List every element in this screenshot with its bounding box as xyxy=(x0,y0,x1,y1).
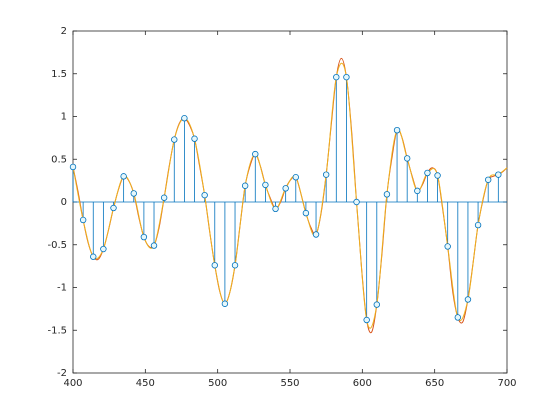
y-tick-label: -1 xyxy=(57,283,67,294)
x-tick-label: 400 xyxy=(63,378,82,389)
stem-marker xyxy=(201,191,208,199)
stem-marker xyxy=(474,221,482,229)
stem-marker xyxy=(403,155,411,162)
stem-marker xyxy=(333,73,340,81)
stem-marker xyxy=(414,187,421,195)
stem-marker xyxy=(454,314,462,321)
stem-marker xyxy=(322,171,330,178)
y-tick-label: 0 xyxy=(61,197,67,208)
stem-marker xyxy=(343,73,350,81)
stem-marker xyxy=(272,205,279,213)
stem-marker xyxy=(363,316,370,324)
stem-marker xyxy=(191,135,198,142)
stem-marker xyxy=(221,300,229,307)
stem-marker xyxy=(100,245,107,253)
y-tick-label: -2 xyxy=(57,368,67,379)
stem-marker xyxy=(69,163,77,171)
stem-marker xyxy=(160,194,168,201)
stem-marker xyxy=(312,231,320,238)
stem-marker xyxy=(292,174,299,181)
stem-marker xyxy=(383,191,391,198)
stem-marker xyxy=(231,262,239,269)
y-tick-label: 1 xyxy=(61,112,67,123)
y-tick-label: 0.5 xyxy=(51,154,67,165)
stem-marker xyxy=(140,233,148,241)
stem-marker xyxy=(464,296,472,303)
x-tick-label: 450 xyxy=(136,378,155,389)
x-tick-label: 700 xyxy=(497,378,516,389)
y-tick-label: -1.5 xyxy=(47,325,67,336)
stem-marker xyxy=(424,169,431,177)
stem-marker xyxy=(241,182,249,189)
stem-marker xyxy=(353,198,360,206)
y-tick-label: 1.5 xyxy=(51,69,67,80)
stem-marker xyxy=(171,136,178,143)
stem-marker xyxy=(282,185,289,192)
x-tick-label: 500 xyxy=(208,378,227,389)
stem-marker xyxy=(434,172,441,179)
stem-marker xyxy=(90,253,97,260)
stem-marker xyxy=(110,204,117,212)
stem-marker xyxy=(130,190,137,197)
stem-marker xyxy=(120,173,127,180)
stem-marker xyxy=(484,176,492,183)
y-tick-label: 2 xyxy=(61,26,67,37)
x-tick-label: 650 xyxy=(425,378,444,389)
stem-marker xyxy=(181,115,188,122)
stem-marker xyxy=(79,216,87,224)
stem-marker xyxy=(373,301,380,308)
y-tick-label: -0.5 xyxy=(47,240,67,251)
stem-marker xyxy=(262,181,269,189)
stem-marker xyxy=(393,126,401,134)
x-tick-label: 600 xyxy=(353,378,372,389)
stem-marker xyxy=(211,262,218,269)
stem-marker xyxy=(150,242,158,249)
stem-marker xyxy=(302,209,310,217)
x-tick-label: 550 xyxy=(280,378,299,389)
stem-marker xyxy=(444,243,451,250)
stem-marker xyxy=(495,171,502,178)
stem-marker xyxy=(252,150,259,158)
